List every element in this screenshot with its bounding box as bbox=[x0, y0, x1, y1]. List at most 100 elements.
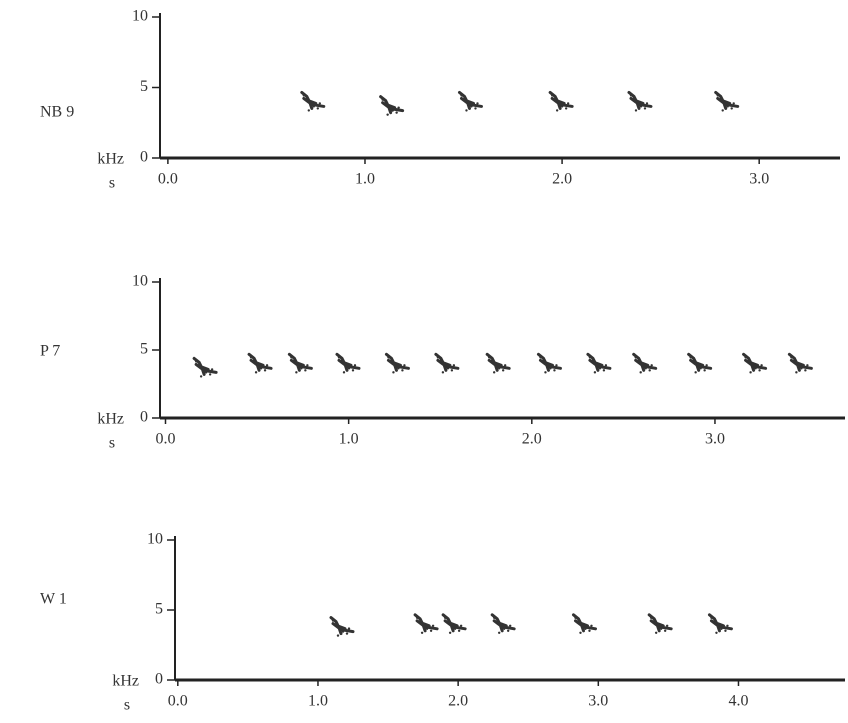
y-tick-label: 10 bbox=[132, 8, 148, 25]
syllable-dot bbox=[397, 367, 400, 370]
syllable-dot bbox=[353, 364, 357, 367]
syllable-dot bbox=[386, 113, 389, 116]
syllable-dot bbox=[634, 109, 638, 112]
syllable-dot bbox=[629, 94, 633, 97]
syllable bbox=[379, 95, 405, 116]
x-axis-label: s bbox=[109, 435, 115, 452]
syllable-dot bbox=[452, 364, 456, 367]
syllable-dot bbox=[602, 369, 606, 372]
panel-label: W 1 bbox=[40, 591, 67, 608]
syllable-dot bbox=[492, 371, 496, 374]
syllable-dot bbox=[790, 356, 793, 359]
syllable-dot bbox=[497, 631, 501, 634]
syllable-dot bbox=[420, 631, 424, 634]
syllable-dot bbox=[199, 375, 203, 378]
syllable-dot bbox=[724, 629, 727, 632]
syllable-dot bbox=[804, 369, 807, 372]
syllable-dot bbox=[564, 107, 568, 110]
syllable-dot bbox=[694, 371, 697, 374]
syllable bbox=[787, 352, 813, 374]
syllable-dot bbox=[391, 109, 394, 112]
syllable bbox=[300, 90, 326, 112]
syllable-dot bbox=[431, 624, 435, 627]
syllable-dot bbox=[347, 627, 351, 630]
syllable-dot bbox=[716, 94, 719, 97]
syllable-dot bbox=[574, 616, 577, 619]
syllable-dot bbox=[501, 369, 505, 372]
syllable-dot bbox=[654, 631, 658, 634]
syllable bbox=[384, 352, 410, 374]
syllable-dot bbox=[604, 364, 608, 367]
syllable bbox=[247, 352, 273, 374]
syllable bbox=[457, 90, 483, 112]
syllable bbox=[627, 90, 653, 112]
syllable-dot bbox=[555, 109, 559, 112]
syllable-dot bbox=[665, 624, 669, 627]
x-tick-label: 0.0 bbox=[155, 431, 175, 448]
x-tick-label: 3.0 bbox=[588, 693, 608, 710]
syllable-dot bbox=[306, 364, 309, 367]
syllable-dot bbox=[450, 369, 454, 372]
syllable-dot bbox=[318, 102, 321, 105]
syllable-dot bbox=[497, 367, 501, 370]
syllable-dot bbox=[474, 107, 477, 110]
syllable-dot bbox=[659, 627, 663, 630]
syllable-dot bbox=[726, 105, 729, 108]
syllable-dot bbox=[337, 356, 341, 359]
x-tick-label: 1.0 bbox=[308, 693, 328, 710]
syllable-dot bbox=[749, 371, 752, 374]
syllable-dot bbox=[689, 356, 692, 359]
syllable-dot bbox=[254, 371, 258, 374]
syllable-dot bbox=[331, 619, 335, 622]
syllable-dot bbox=[744, 356, 747, 359]
x-tick-label: 2.0 bbox=[552, 171, 572, 188]
syllable-dot bbox=[351, 369, 355, 372]
syllable-dot bbox=[544, 371, 547, 374]
syllable-dot bbox=[249, 356, 253, 359]
syllable bbox=[687, 352, 713, 374]
syllable bbox=[413, 613, 439, 634]
syllable-dot bbox=[598, 367, 602, 370]
syllable bbox=[192, 356, 218, 378]
y-tick-label: 5 bbox=[140, 341, 148, 358]
syllable-dot bbox=[650, 364, 653, 367]
syllable-dot bbox=[208, 373, 212, 376]
syllable-dot bbox=[502, 627, 506, 630]
syllable-dot bbox=[263, 369, 267, 372]
syllable-dot bbox=[290, 356, 293, 359]
syllable bbox=[329, 616, 355, 637]
syllable-dot bbox=[194, 360, 198, 363]
y-tick-label: 10 bbox=[132, 273, 148, 290]
syllable-dot bbox=[341, 630, 345, 633]
panel-label: NB 9 bbox=[40, 104, 74, 121]
syllable-dot bbox=[710, 616, 713, 619]
syllable-dot bbox=[403, 364, 406, 367]
syllable-dot bbox=[300, 367, 303, 370]
syllable bbox=[485, 352, 511, 374]
syllable-dot bbox=[347, 367, 351, 370]
syllable-dot bbox=[644, 367, 647, 370]
syllable bbox=[441, 613, 467, 634]
syllable-dot bbox=[392, 371, 395, 374]
x-tick-label: 1.0 bbox=[355, 171, 375, 188]
syllable-dot bbox=[649, 616, 653, 619]
syllable bbox=[536, 352, 562, 374]
syllable-dot bbox=[436, 356, 440, 359]
syllable-dot bbox=[758, 369, 761, 372]
syllable-dot bbox=[295, 371, 298, 374]
syllable-dot bbox=[732, 102, 735, 105]
y-tick-label: 10 bbox=[147, 531, 163, 548]
syllable-dot bbox=[663, 629, 667, 632]
syllable bbox=[707, 613, 733, 634]
syllable-dot bbox=[312, 105, 315, 108]
syllable-dot bbox=[579, 631, 582, 634]
syllable-dot bbox=[487, 356, 491, 359]
syllable-dot bbox=[415, 616, 419, 619]
syllable-dot bbox=[588, 629, 591, 632]
syllable bbox=[434, 352, 460, 374]
syllable bbox=[586, 352, 612, 374]
syllable-dot bbox=[715, 631, 718, 634]
syllable-dot bbox=[397, 106, 400, 109]
syllable-dot bbox=[508, 624, 512, 627]
